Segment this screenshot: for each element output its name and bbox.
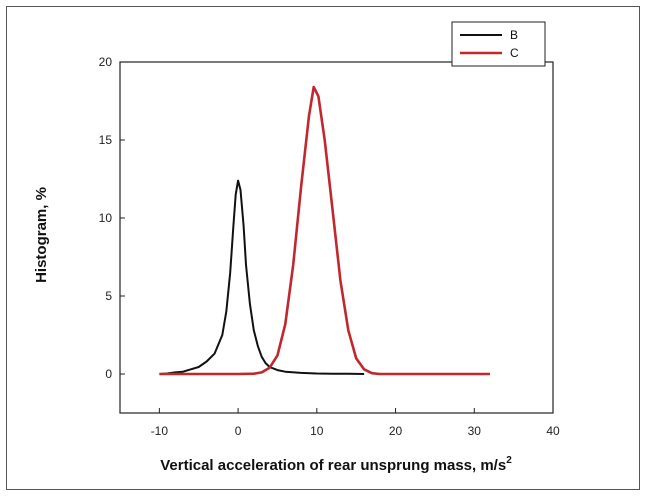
- x-tick-label: 0: [235, 424, 242, 438]
- x-axis: -10 0 10 20 30 40: [151, 408, 560, 438]
- series-line-b: [159, 179, 365, 375]
- figure-frame: [6, 6, 640, 490]
- series-group: [159, 85, 490, 376]
- x-tick-label: 40: [546, 424, 560, 438]
- legend-label-b: B: [510, 28, 518, 42]
- y-tick-label: 15: [99, 133, 113, 147]
- y-tick-label: 5: [105, 289, 112, 303]
- x-tick-label: 10: [310, 424, 324, 438]
- y-axis: 0 5 10 15 20: [99, 55, 125, 381]
- x-axis-title: Vertical acceleration of rear unsprung m…: [160, 455, 512, 474]
- y-tick-label: 0: [105, 367, 112, 381]
- series-line-c: [159, 85, 490, 376]
- legend-box: [451, 21, 546, 67]
- legend-label-c: C: [510, 46, 519, 60]
- x-tick-label: 20: [389, 424, 403, 438]
- x-axis-title-superscript: 2: [506, 455, 512, 466]
- y-axis-title: Histogram, %: [33, 187, 50, 283]
- y-tick-label: 20: [99, 55, 113, 69]
- y-tick-label: 10: [99, 211, 113, 225]
- plot-area: [119, 61, 554, 414]
- x-tick-label: -10: [151, 424, 169, 438]
- x-axis-title-text: Vertical acceleration of rear unsprung m…: [160, 457, 506, 474]
- legend: BC: [451, 21, 546, 67]
- x-tick-label: 30: [468, 424, 482, 438]
